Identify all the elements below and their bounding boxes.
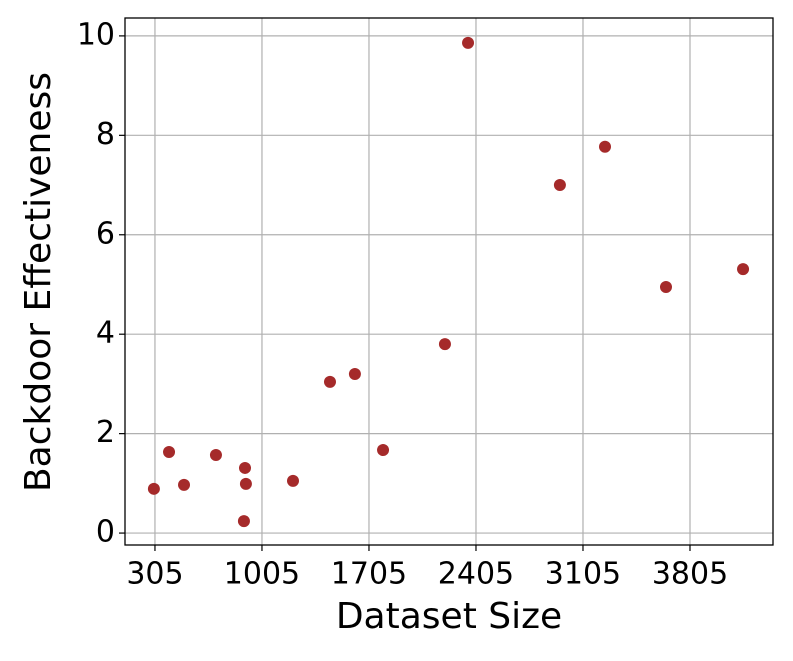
x-tick-label: 1705 xyxy=(331,557,407,592)
point xyxy=(239,461,251,474)
x-tick-label: 1005 xyxy=(224,557,300,592)
point xyxy=(599,140,611,153)
y-tick-label: 6 xyxy=(96,216,115,251)
point xyxy=(737,263,750,276)
point xyxy=(147,482,160,495)
point xyxy=(348,367,361,380)
y-axis-label: Backdoor Effectiveness xyxy=(18,72,59,492)
point xyxy=(659,280,672,293)
y-tick-label: 4 xyxy=(96,316,115,351)
y-tick-label: 2 xyxy=(96,415,115,450)
point xyxy=(438,338,451,351)
plot-frame xyxy=(124,17,774,546)
x-tick-label: 305 xyxy=(126,557,183,592)
x-tick-label: 2405 xyxy=(438,557,514,592)
y-tick-label: 0 xyxy=(96,515,115,550)
point xyxy=(553,179,566,192)
y-tick-label: 10 xyxy=(77,17,115,52)
point xyxy=(462,36,475,49)
x-tick-label: 3805 xyxy=(652,557,728,592)
y-tick-label: 8 xyxy=(96,117,115,152)
x-axis-label: Dataset Size xyxy=(336,596,562,637)
point xyxy=(237,515,250,528)
point xyxy=(209,449,222,462)
point xyxy=(178,478,191,491)
point xyxy=(287,474,299,487)
point xyxy=(323,375,336,388)
point xyxy=(377,444,390,457)
point xyxy=(163,446,176,459)
x-tick-label: 3105 xyxy=(545,557,621,592)
point xyxy=(239,477,252,490)
